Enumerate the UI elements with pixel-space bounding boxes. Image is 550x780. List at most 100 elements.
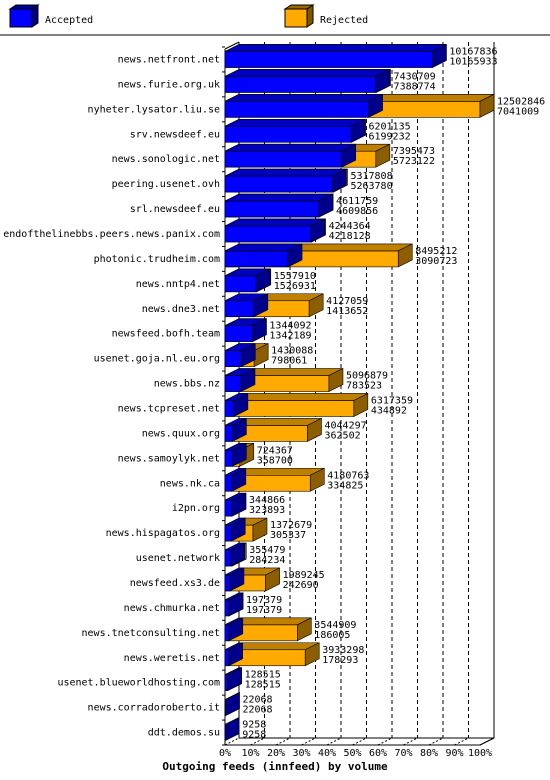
value-label: 128515 xyxy=(245,670,281,681)
value-label: 178293 xyxy=(322,655,358,666)
y-tick-label: nyheter.lysator.liu.se xyxy=(88,104,220,115)
bar xyxy=(224,467,247,492)
x-tick-label: 0% xyxy=(219,748,231,759)
value-label: 5263780 xyxy=(350,181,392,192)
bar-front xyxy=(224,375,242,392)
bar-side xyxy=(307,417,322,442)
value-label: 242690 xyxy=(283,580,319,591)
value-label: 1344092 xyxy=(269,321,311,332)
value-label: 4180763 xyxy=(327,470,369,481)
bar-front xyxy=(224,674,228,691)
tick-mark xyxy=(377,737,393,746)
bar-side xyxy=(227,667,242,692)
bar-side xyxy=(240,343,256,368)
value-label: 5723122 xyxy=(393,156,435,167)
y-tick-label: srv.newsdeef.eu xyxy=(130,129,220,140)
bar-side xyxy=(318,193,334,218)
bar-side xyxy=(287,243,303,268)
bar-front xyxy=(224,200,320,218)
y-tick-label: news.weretis.net xyxy=(124,653,220,664)
bar xyxy=(224,442,247,467)
bar-front xyxy=(224,275,257,293)
bar-front xyxy=(224,350,242,367)
bar-side xyxy=(265,567,280,592)
value-label: 1430088 xyxy=(271,346,313,357)
bar xyxy=(224,542,246,567)
bar-side xyxy=(230,517,246,542)
tick-mark xyxy=(352,737,367,746)
value-label: 284234 xyxy=(249,555,285,566)
value-label: 5317808 xyxy=(350,171,392,182)
bar-side xyxy=(255,268,271,293)
value-label: 323893 xyxy=(249,505,285,516)
value-label: 4127059 xyxy=(326,296,368,307)
bar-side xyxy=(252,318,267,343)
bar-side xyxy=(375,143,391,168)
value-label: 8495212 xyxy=(415,246,457,257)
bar-side xyxy=(231,492,246,517)
bar-side xyxy=(233,392,249,417)
bar-front xyxy=(224,101,369,118)
y-tick-label: news.quux.org xyxy=(142,428,220,439)
bar-top xyxy=(224,44,447,52)
x-tick-label: 70% xyxy=(394,748,412,759)
tick-mark xyxy=(326,737,342,746)
value-label: 186005 xyxy=(314,630,350,641)
y-tick-label: news.nk.ca xyxy=(160,478,220,489)
bar xyxy=(224,193,334,218)
value-label: 9258 xyxy=(242,730,266,741)
value-label: 9258 xyxy=(242,720,266,731)
value-label: 4244364 xyxy=(329,221,371,232)
bar-side xyxy=(328,368,344,393)
legend-swatch-side xyxy=(31,4,39,28)
value-label: 197379 xyxy=(246,595,282,606)
value-label: 362502 xyxy=(324,430,360,441)
bar-front xyxy=(224,474,233,492)
value-label: 22068 xyxy=(242,695,272,706)
bar-top xyxy=(224,168,347,177)
y-tick-label: peering.usenet.ovh xyxy=(112,179,220,190)
y-tick-label: news.samoylyk.net xyxy=(118,453,220,464)
bar xyxy=(224,642,243,667)
value-label: 4609856 xyxy=(336,206,378,217)
x-tick-label: 50% xyxy=(343,748,361,759)
value-label: 5096879 xyxy=(346,371,388,382)
legend-label: Accepted xyxy=(45,15,93,26)
bar xyxy=(224,392,369,417)
value-label: 434892 xyxy=(371,405,407,416)
y-tick-label: news.dne3.net xyxy=(142,304,220,315)
bar xyxy=(224,617,244,642)
bar-front xyxy=(224,524,232,542)
bar xyxy=(224,517,246,542)
bar-side xyxy=(309,467,325,492)
bar-top xyxy=(224,193,334,202)
tick-mark xyxy=(428,737,444,746)
bar-side xyxy=(230,542,246,567)
bar xyxy=(224,143,357,168)
bar-side xyxy=(240,368,256,393)
value-label: 1372679 xyxy=(270,520,312,531)
y-tick-label: news.nntp4.net xyxy=(136,279,220,290)
value-label: 6199232 xyxy=(368,131,410,142)
bar-side xyxy=(253,293,269,318)
bar-front xyxy=(224,574,231,592)
y-tick-label: news.netfront.net xyxy=(118,54,220,65)
bar xyxy=(224,268,271,293)
y-tick-label: usenet.goja.nl.eu.org xyxy=(94,354,220,365)
bar-side xyxy=(310,218,326,243)
bar-front xyxy=(224,599,230,617)
y-tick-label: newsfeed.bofh.team xyxy=(112,329,220,340)
bar-front xyxy=(224,125,352,143)
y-tick-label: news.chmurka.net xyxy=(124,603,220,614)
tick-mark xyxy=(275,737,291,746)
y-tick-label: news.sonologic.net xyxy=(112,154,220,165)
bar-top xyxy=(224,94,383,102)
bar-front xyxy=(224,649,229,667)
bar-side xyxy=(308,293,324,318)
bar-front xyxy=(224,51,433,68)
value-label: 22068 xyxy=(242,705,272,716)
bar xyxy=(224,592,244,617)
bar-front xyxy=(224,300,255,318)
bar-side xyxy=(304,642,320,667)
